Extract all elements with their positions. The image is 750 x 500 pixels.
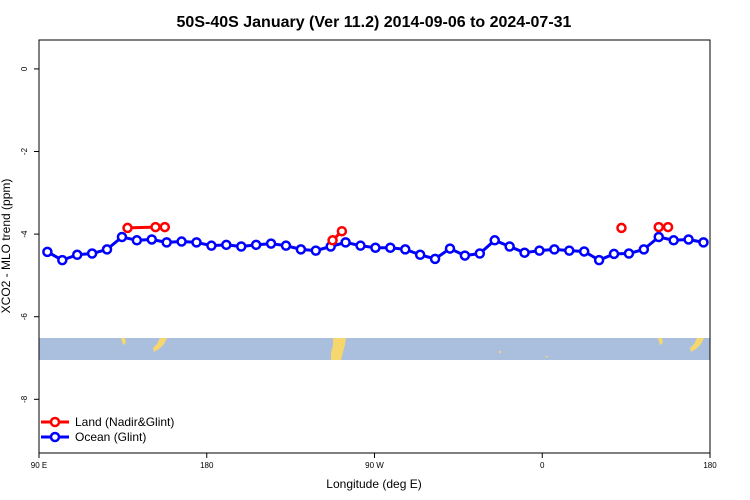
legend: Land (Nadir&Glint) Ocean (Glint) xyxy=(41,415,174,444)
land-patch-south-america xyxy=(331,338,346,360)
ocean-point xyxy=(385,242,396,253)
ocean-point xyxy=(429,253,441,265)
ocean-point xyxy=(86,248,98,259)
ocean-point xyxy=(668,235,679,246)
y-axis-label: XCO2 - MLO trend (ppm) xyxy=(0,179,13,314)
map-land xyxy=(121,338,704,360)
map-ocean xyxy=(39,338,710,360)
ocean-point xyxy=(459,250,471,261)
y-tick-label: -4 xyxy=(20,230,29,238)
land-patch-new-zealand xyxy=(153,338,167,352)
legend-ocean-marker xyxy=(49,431,61,443)
legend-land-label: Land (Nadir&Glint) xyxy=(75,415,174,429)
ocean-point xyxy=(623,248,635,259)
ocean-point xyxy=(280,240,292,251)
land-point xyxy=(616,222,627,234)
ocean-point xyxy=(146,234,158,245)
y-tick-label: -2 xyxy=(20,147,29,155)
ocean-point xyxy=(370,242,381,253)
ocean-point xyxy=(400,244,411,255)
y-tick-label: -6 xyxy=(20,313,29,321)
land-point xyxy=(327,235,338,246)
ocean-point xyxy=(355,240,366,251)
x-tick-label: 0 xyxy=(540,461,545,470)
ocean-point xyxy=(534,245,545,256)
land-point xyxy=(122,222,133,234)
x-axis-label: Longitude (deg E) xyxy=(326,477,421,491)
ocean-point xyxy=(116,231,128,243)
ocean-point xyxy=(265,238,277,249)
y-tick-label: -8 xyxy=(20,395,29,403)
ocean-point xyxy=(57,254,68,266)
land-patch-small-island xyxy=(499,351,501,353)
legend-ocean-label: Ocean (Glint) xyxy=(75,430,146,444)
ocean-point xyxy=(593,254,605,266)
series-land xyxy=(122,221,674,246)
chart-title: 50S-40S January (Ver 11.2) 2014-09-06 to… xyxy=(177,14,572,31)
land-patch-small-island xyxy=(545,356,548,358)
ocean-point xyxy=(638,244,650,255)
x-tick-label: 90 E xyxy=(31,461,47,470)
ocean-point xyxy=(42,246,53,258)
ocean-point xyxy=(221,239,232,251)
ocean-point xyxy=(310,245,322,256)
ocean-point xyxy=(683,234,694,245)
ocean-point xyxy=(191,237,202,248)
land-patch-africa xyxy=(121,338,126,345)
x-tick-label: 180 xyxy=(200,461,214,470)
legend-land-marker xyxy=(49,416,61,428)
ocean-point xyxy=(295,244,307,255)
ocean-point xyxy=(131,235,143,246)
y-tick-label: 0 xyxy=(20,66,29,71)
map-band xyxy=(39,338,710,360)
ocean-point xyxy=(161,237,172,248)
ocean-point xyxy=(340,237,351,248)
ocean-point xyxy=(519,247,530,258)
x-tick-label: 90 W xyxy=(365,461,384,470)
land-point xyxy=(336,225,348,237)
ocean-point xyxy=(235,241,247,252)
ocean-point xyxy=(71,249,83,261)
land-point xyxy=(653,221,664,233)
ocean-point xyxy=(176,236,187,247)
ocean-point xyxy=(608,248,620,260)
ocean-point xyxy=(206,240,217,251)
land-point xyxy=(159,221,171,233)
land-patch-new-zealand-repeat xyxy=(690,338,704,352)
x-tick-label: 180 xyxy=(703,461,717,470)
ocean-point xyxy=(564,245,575,256)
ocean-point xyxy=(101,244,113,255)
ocean-point xyxy=(250,239,262,251)
land-patch-africa-repeat xyxy=(658,338,663,345)
series-ocean xyxy=(42,231,709,266)
ocean-point xyxy=(578,246,590,257)
y-axis: 0 -2 -4 -6 -8 xyxy=(20,66,39,403)
ocean-point xyxy=(474,248,486,259)
x-axis: 90 E 180 90 W 0 180 xyxy=(31,453,717,470)
ocean-point xyxy=(698,237,709,248)
ocean-point xyxy=(444,243,456,254)
ocean-point xyxy=(504,241,515,252)
ocean-point xyxy=(549,244,560,255)
land-point xyxy=(662,221,674,233)
ocean-point xyxy=(414,249,426,261)
land-point xyxy=(150,221,161,233)
ocean-point xyxy=(489,235,500,246)
ocean-point xyxy=(653,231,664,243)
